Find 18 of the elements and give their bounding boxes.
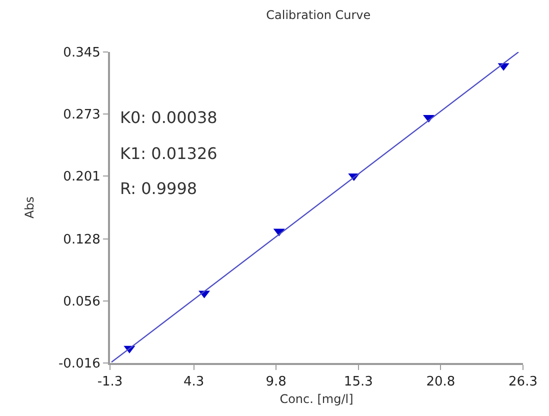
chart-title: Calibration Curve bbox=[266, 8, 371, 22]
y-axis-title: Abs bbox=[22, 196, 36, 219]
x-tick-label: 4.3 bbox=[183, 374, 204, 390]
x-tick-label: 20.8 bbox=[426, 374, 456, 390]
y-tick-label: -0.016 bbox=[58, 356, 100, 372]
y-tick-label: 0.273 bbox=[63, 108, 100, 123]
x-axis-title: Conc. [mg/l] bbox=[280, 392, 354, 406]
y-tick-label: 0.056 bbox=[63, 294, 100, 310]
y-tick-label: 0.128 bbox=[63, 232, 100, 248]
annotation: K1: 0.01326 bbox=[120, 144, 218, 163]
x-tick-label: 26.3 bbox=[508, 374, 538, 390]
annotation: K0: 0.00038 bbox=[120, 108, 218, 127]
x-tick-label: -1.3 bbox=[97, 374, 123, 390]
y-tick-label: 0.345 bbox=[63, 46, 100, 61]
annotation: R: 0.9998 bbox=[120, 179, 198, 198]
x-tick-label: 9.8 bbox=[266, 374, 286, 390]
y-tick-label: 0.201 bbox=[63, 170, 100, 185]
x-tick-label: 15.3 bbox=[344, 374, 373, 390]
